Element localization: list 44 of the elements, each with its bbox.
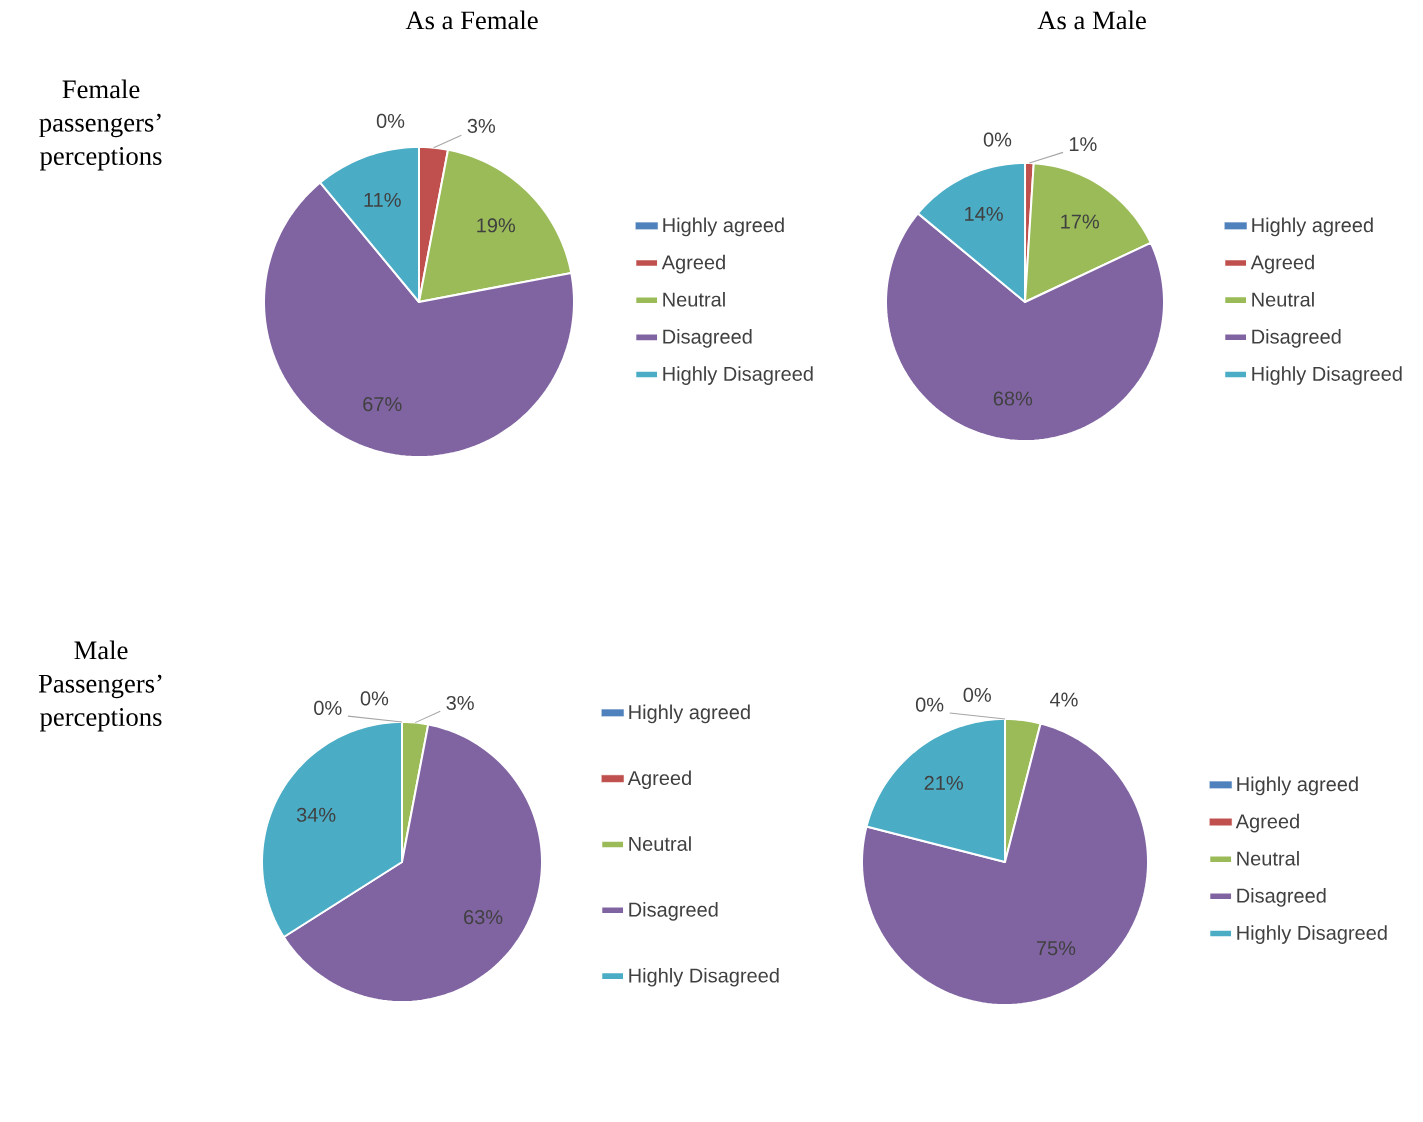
legend-label: Disagreed [1252, 329, 1341, 348]
legend-label: Highly agreed [1237, 776, 1358, 796]
legend-label: Highly Disagreed [663, 366, 813, 385]
data-label: 75% [1036, 941, 1076, 956]
legend-label: Highly Disagreed [1237, 925, 1387, 944]
text: 0% [983, 132, 1012, 147]
text: 0% [314, 700, 342, 715]
data-label: 17% [1061, 214, 1099, 229]
text: 0% [963, 687, 991, 702]
legend-label: Neutral [663, 291, 725, 307]
chart-title: As a Male [1037, 10, 1146, 30]
legend-label: Neutral [629, 836, 691, 851]
data-label: 3% [446, 695, 474, 711]
data-label: 34% [296, 807, 336, 822]
text: Female passengers’ perceptions [39, 79, 162, 171]
data-label: 3% [467, 118, 496, 134]
legend-label: Disagreed [1237, 888, 1326, 907]
legend-label: Agreed [661, 254, 725, 274]
text: Male Passengers’ perceptions [38, 640, 162, 732]
legend-label: Highly agreed [1252, 217, 1373, 237]
legend-label: Highly agreed [663, 217, 784, 237]
text: 0% [360, 691, 389, 706]
legend-label: Highly agreed [629, 704, 750, 724]
legend-label: Neutral [1252, 291, 1314, 307]
data-label: 11% [364, 192, 401, 207]
legend-label: Neutral [1237, 850, 1299, 866]
legend-label: Highly Disagreed [629, 967, 779, 987]
legend-label: Highly Disagreed [1252, 366, 1402, 385]
data-label: 21% [924, 775, 963, 790]
legend-label: Agreed [1235, 813, 1299, 833]
data-label: 63% [464, 910, 503, 925]
data-label: 14% [965, 206, 1003, 221]
data-label: 67% [363, 396, 402, 412]
data-label: 19% [477, 218, 516, 233]
chart-title: As a Female [405, 10, 538, 30]
data-label: 1% [1069, 137, 1097, 152]
text: 0% [915, 697, 944, 712]
legend-label: Disagreed [629, 902, 718, 921]
data-label: 4% [1049, 692, 1078, 707]
legend-label: Agreed [627, 770, 691, 790]
text: 0% [376, 113, 405, 128]
legend-label: Agreed [1250, 254, 1314, 274]
data-label: 68% [993, 391, 1033, 406]
legend-label: Disagreed [663, 329, 752, 348]
